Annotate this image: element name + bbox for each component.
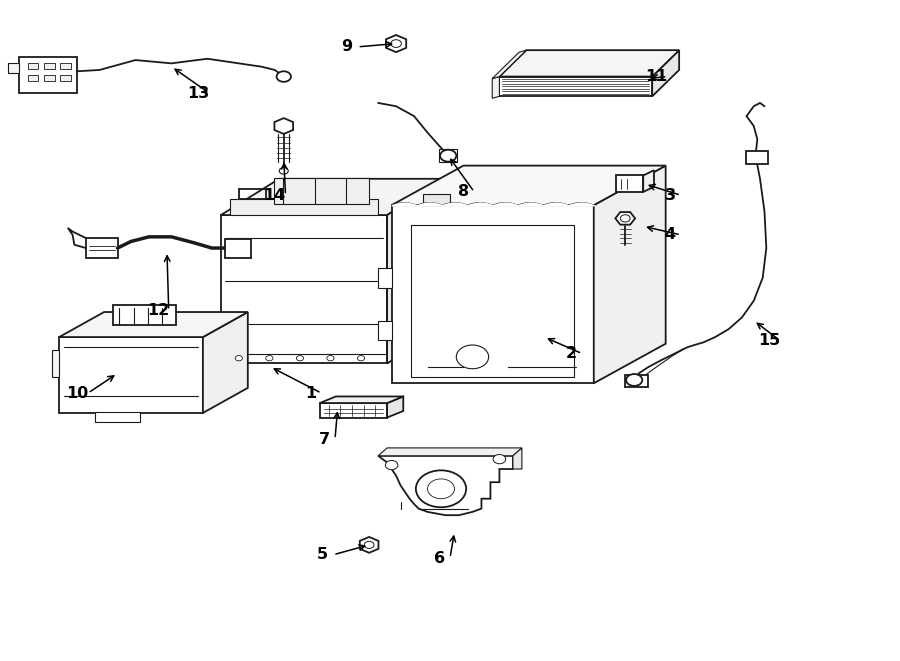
Bar — [28, 75, 39, 81]
Polygon shape — [320, 397, 403, 403]
Bar — [60, 75, 71, 81]
Text: 3: 3 — [664, 188, 676, 203]
Polygon shape — [378, 321, 392, 340]
Polygon shape — [500, 50, 680, 77]
Circle shape — [235, 356, 242, 361]
Polygon shape — [392, 166, 666, 205]
Text: 11: 11 — [645, 69, 668, 84]
Polygon shape — [387, 397, 403, 418]
Bar — [44, 63, 55, 69]
Circle shape — [428, 479, 454, 498]
Circle shape — [276, 71, 291, 82]
Circle shape — [296, 356, 303, 361]
Polygon shape — [616, 175, 643, 192]
Polygon shape — [360, 537, 379, 553]
Polygon shape — [220, 215, 387, 364]
Circle shape — [620, 215, 630, 222]
Polygon shape — [230, 198, 378, 215]
Circle shape — [327, 356, 334, 361]
Polygon shape — [320, 403, 387, 418]
Polygon shape — [392, 205, 594, 383]
Circle shape — [385, 461, 398, 470]
Text: 6: 6 — [434, 551, 445, 566]
Text: 7: 7 — [319, 432, 329, 447]
Polygon shape — [220, 178, 446, 215]
Polygon shape — [19, 57, 77, 93]
Text: 1: 1 — [305, 385, 316, 401]
Polygon shape — [644, 171, 654, 192]
Bar — [28, 63, 39, 69]
Polygon shape — [378, 448, 522, 456]
Polygon shape — [202, 312, 248, 413]
Text: 13: 13 — [187, 85, 210, 100]
Polygon shape — [652, 50, 680, 97]
Text: 4: 4 — [664, 227, 676, 243]
Polygon shape — [274, 118, 293, 134]
Polygon shape — [386, 35, 406, 52]
Circle shape — [357, 356, 364, 361]
Bar — [60, 63, 71, 69]
Polygon shape — [52, 350, 59, 377]
Text: 9: 9 — [341, 40, 352, 54]
Polygon shape — [378, 268, 392, 288]
Text: 14: 14 — [264, 188, 286, 203]
Polygon shape — [387, 178, 446, 364]
Polygon shape — [513, 448, 522, 469]
Circle shape — [456, 345, 489, 369]
Text: 8: 8 — [458, 184, 469, 200]
Polygon shape — [8, 63, 19, 73]
Polygon shape — [492, 50, 526, 79]
Polygon shape — [59, 312, 248, 337]
Circle shape — [364, 541, 374, 549]
Polygon shape — [745, 151, 768, 165]
Circle shape — [391, 40, 401, 48]
Polygon shape — [274, 178, 369, 204]
Text: 5: 5 — [317, 547, 328, 563]
Text: 15: 15 — [758, 333, 780, 348]
Polygon shape — [113, 305, 176, 325]
Bar — [44, 75, 55, 81]
Polygon shape — [59, 337, 202, 413]
Circle shape — [493, 455, 506, 464]
Polygon shape — [423, 194, 450, 205]
Polygon shape — [594, 166, 666, 383]
Text: 2: 2 — [566, 346, 577, 361]
Circle shape — [626, 374, 643, 386]
Polygon shape — [492, 77, 500, 98]
Polygon shape — [616, 212, 635, 225]
Polygon shape — [95, 412, 140, 422]
Circle shape — [266, 356, 273, 361]
Circle shape — [416, 471, 466, 507]
Text: 10: 10 — [66, 385, 88, 401]
Polygon shape — [500, 77, 652, 97]
Polygon shape — [86, 238, 118, 258]
Circle shape — [279, 168, 288, 174]
Polygon shape — [626, 375, 648, 387]
Circle shape — [440, 150, 456, 162]
Polygon shape — [439, 149, 457, 163]
Text: 12: 12 — [147, 303, 169, 318]
Polygon shape — [378, 456, 513, 515]
Polygon shape — [225, 239, 250, 258]
